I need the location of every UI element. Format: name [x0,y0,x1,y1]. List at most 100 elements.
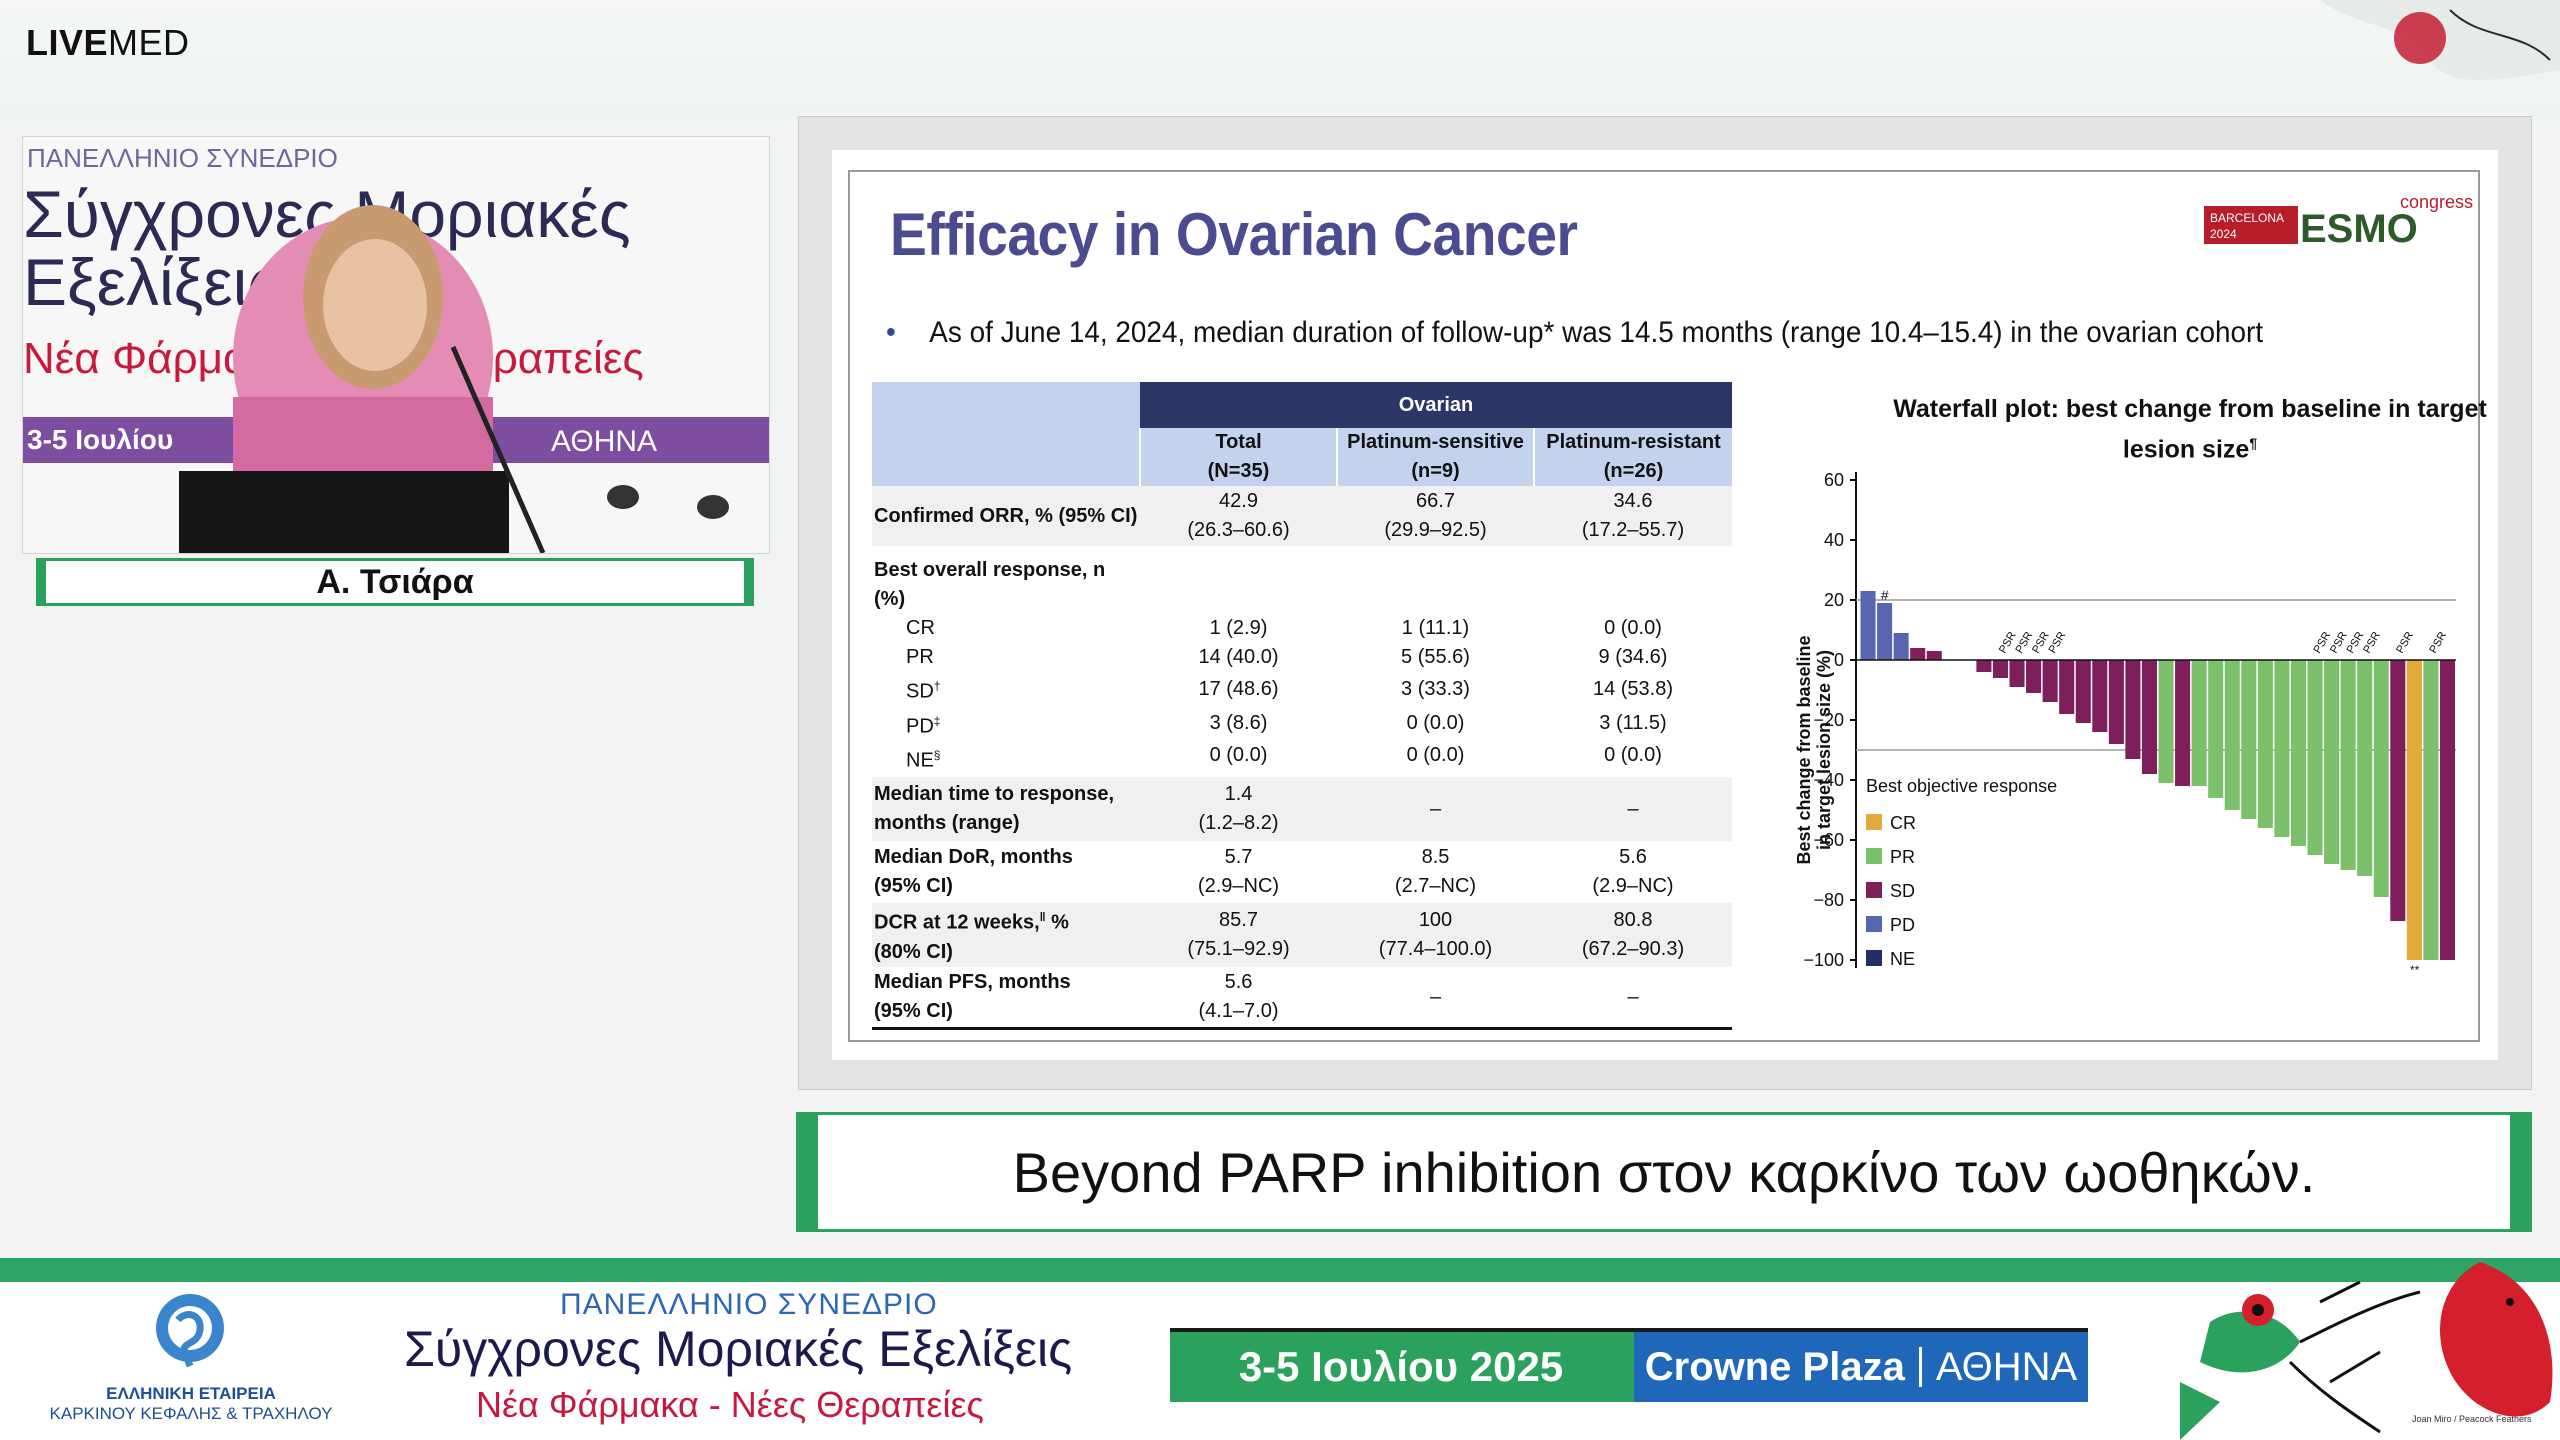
backdrop-super: ΠΑΝΕΛΛΗΝΙΟ ΣΥΝΕΔΡΙΟ [27,143,338,173]
chart-y-tick-label: 0 [1834,650,1844,670]
chart-bar [2125,660,2141,759]
table-col-total: Total (N=35) [1139,428,1337,486]
backdrop-line2: Εξελίξεις [23,245,279,319]
footer-green-strip [0,1258,2560,1282]
table-group-header: Ovarian [1140,382,1732,428]
livemed-logo: LIVEMED [26,22,190,63]
chart-bar-annotation: ** [2410,963,2420,977]
chart-y-tick-label: −40 [1813,770,1844,790]
table-row-dor: Median DoR, months (95% CI) 5.7 (2.9–NC) 8… [874,846,1674,898]
chart-legend-swatch [1866,950,1882,966]
bullet-dot: • [886,316,896,349]
chart-bar [2042,660,2058,702]
conference-subtitle: Νέα Φάρμακα - Νέες Θεραπείες [476,1384,984,1425]
table-header-blank [872,382,1140,486]
society-name: ΕΛΛΗΝΙΚΗ ΕΤΑΙΡΕΙΑ ΚΑΡΚΙΝΟΥ ΚΕΦΑΛΗΣ & ΤΡΑ… [49,1384,333,1423]
chart-bar [2290,660,2306,846]
chart-bar-annotation: PSR [2394,630,2416,656]
chart-legend-label: PR [1890,847,1915,867]
table-col-platinum-resistant: Platinum-resistant (n=26) [1533,428,1732,486]
chart-title: Waterfall plot: best change from baselin… [1893,395,2487,464]
miro-artwork [2180,1262,2553,1440]
slide-inner-border [848,170,2480,1042]
chart-y-tick-label: −20 [1813,710,1844,730]
chart-bar [2092,660,2108,732]
date-banner-line [1170,1328,2088,1332]
chart-bar-annotation: PSR [2361,630,2383,656]
chart-bar [2439,660,2455,960]
chart-legend-swatch [1866,916,1882,932]
slide [832,150,2498,1060]
chart-bar [2208,660,2224,798]
chart-bar [2274,660,2290,837]
chart-legend-swatch [1866,882,1882,898]
table-row-orr: Confirmed ORR, % (95% CI) 42.9 (26.3–60.6… [872,486,1732,546]
slide-title: Efficacy in Ovarian Cancer [890,201,1578,268]
svg-text:2024: 2024 [2210,227,2237,241]
svg-text:BARCELONA: BARCELONA [2210,211,2284,225]
conference-super: ΠΑΝΕΛΛΗΝΙΟ ΣΥΝΕΔΡΙΟ [560,1288,938,1321]
slide-bullet: • As of June 14, 2024, median duration of… [886,316,2263,350]
chart-bar-annotation: PSR [2427,630,2449,656]
chart-legend-swatch [1866,814,1882,830]
chart-bar [2390,660,2406,921]
table-row-bor-header: Best overall response, n (%) [874,559,1106,610]
backdrop-date: 3-5 Ιουλίου [27,424,173,455]
chart-bar [2340,660,2356,870]
chart-bar [2191,660,2207,786]
svg-text:congress: congress [2400,196,2473,212]
waterfall-chart: Best change from baselinein target lesio… [1794,470,2456,977]
table-col-platinum-sensitive: Platinum-sensitive (n=9) [1336,428,1534,486]
table-row-sd: SD† 17 (48.6) 3 (33.3) 14 (53.8) [906,677,1674,703]
top-bar [0,0,2560,118]
chart-bar [1893,633,1909,660]
chart-bar [1910,648,1926,660]
table-row-ne: NE§ 0 (0.0) 0 (0.0) 0 (0.0) [906,744,1662,772]
chart-legend-title: Best objective response [1866,776,2057,796]
chart-bar [2108,660,2124,744]
chart-bar [2224,660,2240,810]
table-row-pd: PD‡ 3 (8.6) 0 (0.0) 3 (11.5) [906,712,1667,738]
table-row-dcr: DCR at 12 weeks,ǁ % (80% CI) 85.7 (75.1–92… [872,903,1732,967]
chart-bar [2373,660,2389,897]
chart-bar [2075,660,2091,723]
chart-bar [2423,660,2439,960]
chart-bar-annotation: PSR [2047,630,2069,656]
chart-bar [2406,660,2422,960]
chart-y-axis-label: Best change from baselinein target lesio… [1794,635,1834,864]
chart-y-tick-label: −60 [1813,830,1844,850]
table-row-pfs: Median PFS, months (95% CI) 5.6 (4.1–7.0) … [872,966,1732,1031]
chart-bar [2175,660,2191,786]
table-row-ttr: Median time to response, months (range) 1… [872,777,1732,842]
chart-bar [2324,660,2340,864]
society-logo-icon [156,1294,224,1368]
chart-bar [2059,660,2075,714]
chart-bar [2307,660,2323,855]
chart-bar [1926,651,1942,660]
chart-bar [2009,660,2025,687]
chart-legend-label: NE [1890,949,1915,969]
chart-bar [1976,660,1992,672]
speaker-name-label: Α. Τσιάρα [36,558,754,606]
chart-bar [2026,660,2042,693]
speaker-video-scene: ΠΑΝΕΛΛΗΝΙΟ ΣΥΝΕΔΡΙΟ Σύγχρονες Μοριακές Ε… [23,137,769,553]
conference-title: Σύγχρονες Μοριακές Εξελίξεις [404,1321,1073,1377]
chart-legend-label: SD [1890,881,1915,901]
conference-date: 3-5 Ιουλίου 2025 [1238,1343,1564,1390]
chart-legend-label: CR [1890,813,1916,833]
table-row-cr: CR 1 (2.9) 1 (11.1) 0 (0.0) [906,617,1662,639]
bullet-text: As of June 14, 2024, median duration of … [929,316,2264,349]
chart-bar [2241,660,2257,819]
chart-bar [2257,660,2273,828]
chart-bar [1860,591,1876,660]
conference-venue: Crowne Plaza ΑΘΗΝΑ [1634,1332,2088,1402]
chart-bar [2158,660,2174,783]
chart-y-tick-label: −100 [1803,950,1844,970]
chart-bar [1877,603,1893,660]
chart-legend-label: PD [1890,915,1915,935]
table-row-pr: PR 14 (40.0) 5 (55.6) 9 (34.6) [906,646,1668,668]
artwork-caption: Joan Miro / Peacock Feathers [2412,1414,2532,1424]
chart-y-tick-label: 60 [1824,470,1844,490]
chart-y-tick-label: 20 [1824,590,1844,610]
backdrop-city: ΑΘΗΝΑ [551,425,657,458]
